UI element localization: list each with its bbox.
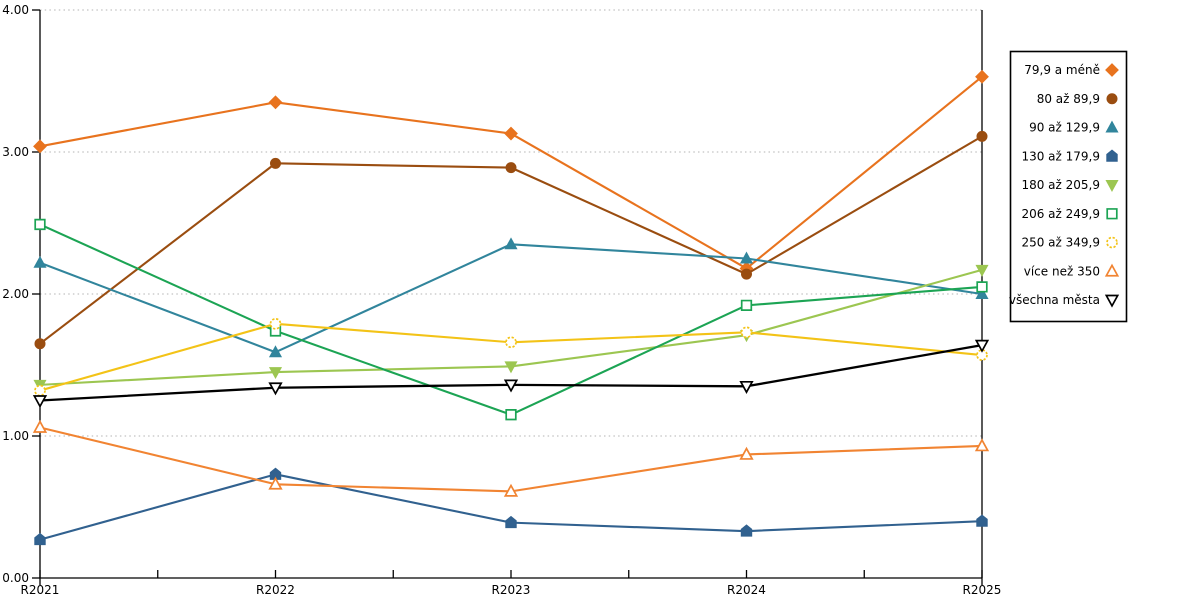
data-point-marker <box>505 162 517 174</box>
legend-item-label: 79,9 a méně <box>1024 63 1100 77</box>
legend-marker-square-icon <box>1106 208 1118 220</box>
legend-item-label: 180 až 205,9 <box>1021 178 1100 192</box>
legend-item-label: 250 až 349,9 <box>1021 236 1100 250</box>
data-point-marker <box>268 382 283 396</box>
x-axis-label: R2022 <box>256 583 295 597</box>
y-axis-label: 4.00 <box>2 3 29 17</box>
data-point-marker <box>504 361 518 374</box>
legend-marker-triangle-down-icon <box>1104 294 1120 308</box>
legend-marker-pentagon-icon <box>1106 149 1118 162</box>
data-point-marker <box>268 345 283 358</box>
x-axis-label: R2021 <box>21 583 60 597</box>
data-point-marker <box>976 349 988 361</box>
data-point-marker <box>270 157 281 169</box>
legend-marker-diamond-icon <box>1105 63 1119 77</box>
data-point-marker <box>268 476 283 490</box>
y-axis-label: 1.00 <box>2 429 29 443</box>
legend-marker-triangle-up-icon <box>1105 120 1119 133</box>
legend-item-label: 80 až 89,9 <box>1037 92 1100 106</box>
legend-item-label: 90 až 129,9 <box>1029 121 1100 135</box>
data-point-marker <box>739 380 754 394</box>
data-point-marker <box>269 317 282 330</box>
data-point-marker <box>505 515 517 529</box>
legend-item-label: 130 až 179,9 <box>1021 149 1100 163</box>
data-point-marker <box>740 326 753 339</box>
data-point-marker <box>975 287 989 299</box>
data-point-marker <box>32 419 48 433</box>
data-point-marker <box>34 338 46 350</box>
data-point-marker <box>33 139 47 154</box>
data-point-marker <box>503 483 519 497</box>
data-point-marker <box>268 367 283 380</box>
data-point-marker <box>974 339 990 353</box>
data-point-marker <box>975 264 989 277</box>
data-point-marker <box>32 395 48 409</box>
y-axis-label: 2.00 <box>2 287 29 301</box>
x-axis-label: R2023 <box>492 583 531 597</box>
data-point-marker <box>505 336 517 349</box>
data-point-marker <box>740 299 753 312</box>
data-point-marker <box>976 281 988 293</box>
data-point-marker <box>268 95 283 110</box>
data-point-marker <box>976 514 988 527</box>
legend-marker-triangle-down-icon <box>1105 180 1119 192</box>
data-point-marker <box>741 268 752 280</box>
data-point-marker <box>33 255 47 268</box>
data-point-marker <box>34 218 46 231</box>
series-line <box>38 426 984 493</box>
legend-marker-circle-icon <box>1106 93 1118 105</box>
data-point-marker <box>974 438 990 452</box>
data-point-marker <box>740 524 753 537</box>
data-point-marker <box>739 446 754 460</box>
legend-marker-circle-icon <box>1106 236 1118 249</box>
data-point-marker <box>34 532 46 546</box>
data-point-marker <box>976 130 988 142</box>
x-axis-label: R2024 <box>727 583 766 597</box>
data-point-marker <box>504 126 518 141</box>
data-point-marker <box>34 384 46 397</box>
data-point-marker <box>504 237 518 250</box>
data-point-marker <box>505 409 517 421</box>
data-point-marker <box>975 69 989 84</box>
legend-item-label: 206 až 249,9 <box>1021 207 1100 221</box>
x-axis-label: R2025 <box>963 583 1002 597</box>
data-point-marker <box>739 251 754 264</box>
y-axis-label: 0.00 <box>2 571 29 585</box>
y-axis-label: 3.00 <box>2 145 29 159</box>
legend-item-label: všechna města <box>1009 293 1100 307</box>
legend-marker-triangle-up-icon <box>1104 263 1120 277</box>
legend-item-label: více než 350 <box>1024 264 1100 278</box>
data-point-marker <box>503 379 519 393</box>
